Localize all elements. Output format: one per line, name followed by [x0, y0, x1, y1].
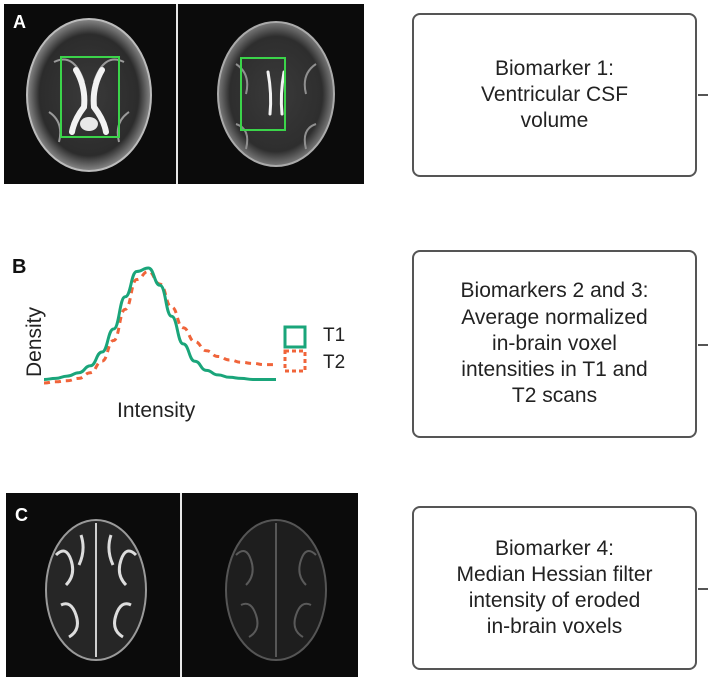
mri-scan-c-right	[225, 519, 327, 661]
panel-label-b: B	[12, 256, 27, 278]
panel-label-a: A	[13, 12, 26, 32]
biomarker-4-line-1: Biomarker 4:	[494, 536, 615, 560]
biomarker-1-connector	[698, 94, 708, 96]
legend-t2-swatch	[283, 349, 307, 373]
mri-scan-a-left	[26, 18, 152, 172]
legend-t1-swatch	[283, 325, 307, 349]
biomarker-1-box: Biomarker 1: Ventricular CSF volume	[412, 13, 697, 177]
panel-divider	[176, 4, 178, 184]
intensity-distribution-chart	[43, 266, 276, 385]
series-line-t2	[43, 269, 276, 385]
biomarker-4-line-4: in-brain voxels	[486, 615, 623, 639]
roi-box-left	[60, 56, 120, 138]
legend-t2-label: T2	[323, 352, 346, 373]
biomarker-4-line-2: Median Hessian filter	[456, 562, 653, 586]
biomarker-4-connector	[698, 588, 708, 590]
biomarker-1-line-2: Ventricular CSF	[480, 82, 629, 106]
biomarker-4-line-3: intensity of eroded	[468, 589, 641, 612]
series-line-t1	[43, 266, 276, 381]
biomarker-2-line-1: Biomarkers 2 and 3:	[460, 279, 649, 303]
panel-divider-c	[180, 493, 182, 677]
biomarker-2-3-connector	[698, 344, 708, 346]
mri-scan-c-left	[45, 519, 147, 661]
panel-c-mri-images: C	[6, 493, 358, 677]
panel-label-c: C	[15, 505, 28, 525]
biomarker-2-line-4: intensities in T1 and	[461, 358, 648, 382]
biomarker-2-line-2: Average normalized	[461, 305, 648, 329]
biomarker-2-line-5: T2 scans	[511, 384, 598, 408]
panel-a-mri-images: A	[4, 4, 364, 184]
biomarker-2-3-box: Biomarkers 2 and 3: Average normalized i…	[412, 250, 697, 438]
biomarker-1-line-1: Biomarker 1:	[494, 56, 615, 80]
biomarker-2-line-3: in-brain voxel	[492, 331, 617, 355]
biomarker-4-box: Biomarker 4: Median Hessian filter inten…	[412, 506, 697, 670]
x-axis-label: Intensity	[117, 399, 196, 422]
legend-t1-label: T1	[323, 325, 346, 346]
roi-box-right	[240, 57, 286, 131]
biomarker-1-line-3: volume	[520, 109, 589, 133]
